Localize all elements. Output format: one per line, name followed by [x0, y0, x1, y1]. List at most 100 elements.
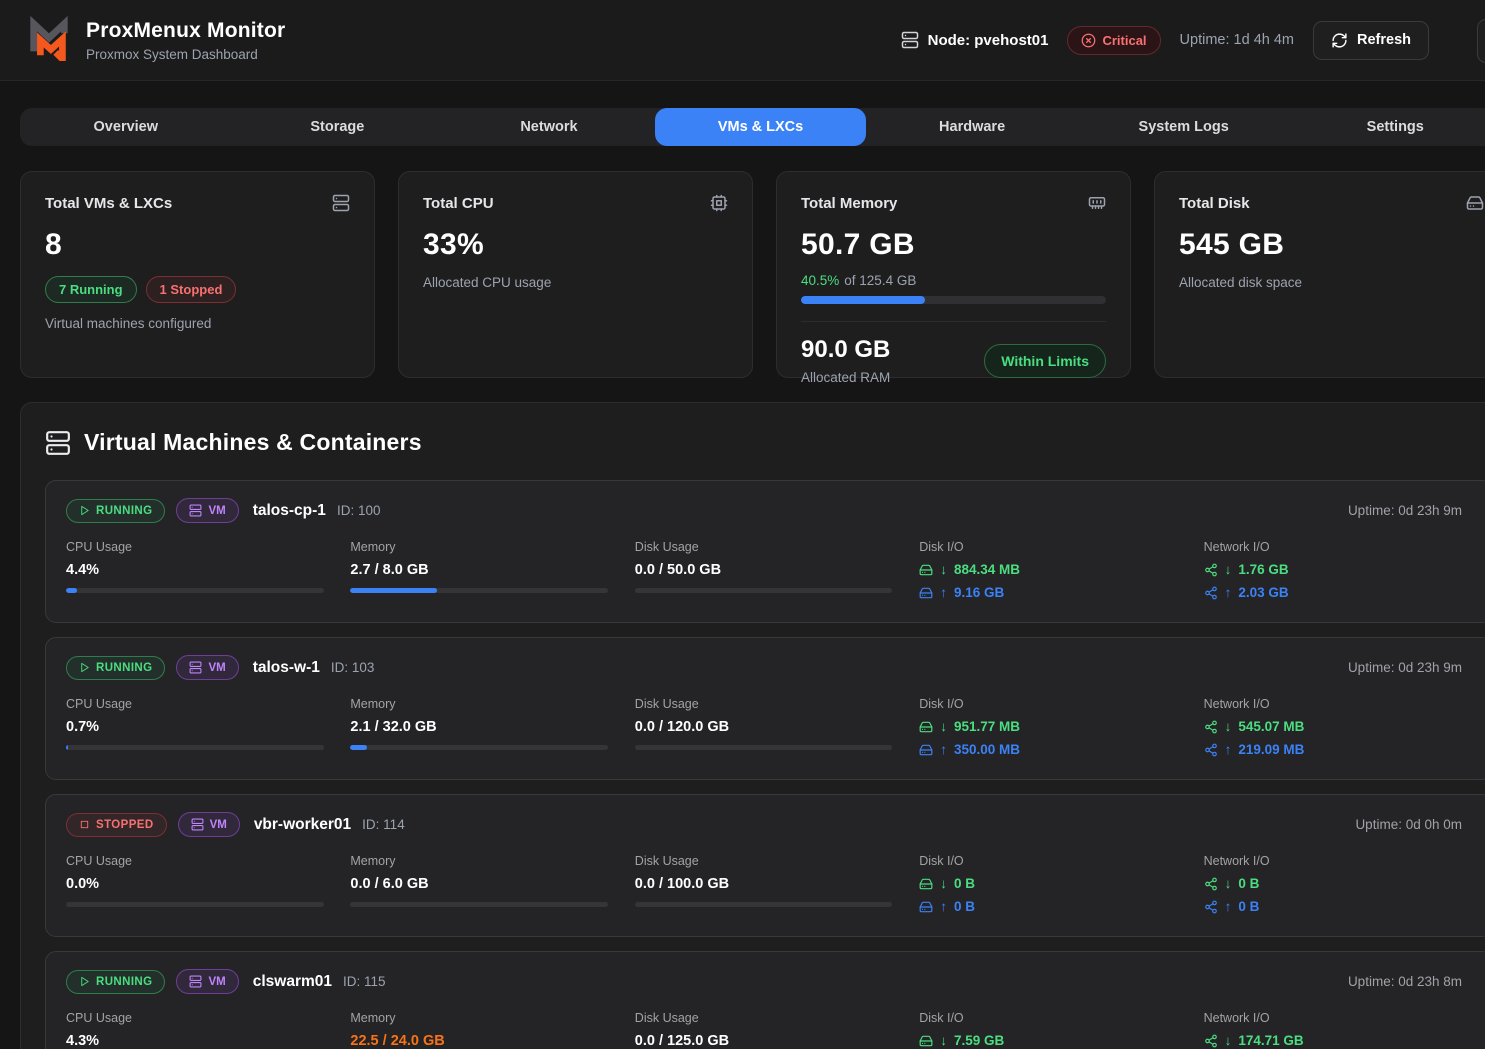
vm-list: RUNNING VM talos-cp-1 ID: 100 Uptime: 0d…: [45, 480, 1485, 1049]
card-description: Allocated disk space: [1179, 275, 1484, 290]
memory-progress-bar: [350, 745, 608, 750]
arrow-up-icon: ↑: [940, 585, 947, 600]
arrow-down-icon: ↓: [940, 876, 947, 891]
memory-progress-bar: [350, 902, 608, 907]
running-badge: 7 Running: [45, 276, 137, 303]
arrow-down-icon: ↓: [1225, 719, 1232, 734]
hard-drive-icon: [919, 900, 933, 914]
arrow-down-icon: ↓: [940, 1033, 947, 1048]
server-icon: [189, 504, 202, 517]
arrow-up-icon: ↑: [1225, 899, 1232, 914]
network-in-value: ↓ 545.07 MB: [1204, 719, 1472, 734]
hard-drive-icon: [1466, 194, 1484, 212]
cpu-icon: [710, 194, 728, 212]
memory-metric: Memory 22.5 / 24.0 GB: [350, 1011, 618, 1049]
refresh-button[interactable]: Refresh: [1313, 21, 1429, 60]
play-icon: [79, 662, 90, 673]
memory-progress-bar: [350, 588, 608, 593]
total-cpu-value: 33%: [423, 228, 728, 262]
disk-io-metric: Disk I/O ↓ 951.77 MB ↑ 350.00 MB: [919, 697, 1187, 757]
stat-cards-row: Total VMs & LXCs 8 7 Running 1 Stopped V…: [20, 171, 1485, 378]
cpu-progress-bar: [66, 745, 324, 750]
network-io-metric: Network I/O ↓ 0 B ↑ 0 B: [1204, 854, 1472, 914]
card-title: Total Memory: [801, 195, 897, 212]
server-icon: [189, 975, 202, 988]
network-in-value: ↓ 0 B: [1204, 876, 1472, 891]
arrow-down-icon: ↓: [1225, 562, 1232, 577]
disk-io-metric: Disk I/O ↓ 884.34 MB ↑ 9.16 GB: [919, 540, 1187, 600]
vm-uptime: Uptime: 0d 23h 9m: [1348, 503, 1472, 518]
server-icon: [45, 430, 71, 456]
hard-drive-icon: [919, 563, 933, 577]
vm-uptime: Uptime: 0d 23h 9m: [1348, 660, 1472, 675]
tab-hardware[interactable]: Hardware: [866, 108, 1078, 146]
tab-vms-lxcs[interactable]: VMs & LXCs: [655, 108, 867, 146]
app-logo: [26, 15, 72, 66]
vm-type-badge: VM: [176, 969, 238, 994]
cpu-progress-bar: [66, 588, 324, 593]
arrow-up-icon: ↑: [940, 742, 947, 757]
settings-button[interactable]: [1477, 19, 1485, 63]
vm-type-badge: VM: [178, 812, 240, 837]
total-vms-value: 8: [45, 228, 350, 262]
tab-storage[interactable]: Storage: [232, 108, 444, 146]
play-icon: [79, 976, 90, 987]
x-circle-icon: [1081, 33, 1096, 48]
hard-drive-icon: [919, 720, 933, 734]
tab-settings[interactable]: Settings: [1289, 108, 1485, 146]
total-disk-value: 545 GB: [1179, 228, 1484, 262]
disk-write-value: ↑ 350.00 MB: [919, 742, 1187, 757]
network-icon: [1204, 877, 1218, 891]
vm-row: RUNNING VM clswarm01 ID: 115 Uptime: 0d …: [45, 951, 1485, 1049]
disk-progress-bar: [635, 902, 893, 907]
hard-drive-icon: [919, 586, 933, 600]
vm-name: talos-cp-1: [253, 502, 326, 520]
disk-usage-metric: Disk Usage 0.0 / 125.0 GB: [635, 1011, 903, 1049]
network-out-value: ↑ 219.09 MB: [1204, 742, 1472, 757]
node-indicator: Node: pvehost01: [901, 31, 1049, 49]
vm-uptime: Uptime: 0d 0h 0m: [1355, 817, 1472, 832]
total-vms-card: Total VMs & LXCs 8 7 Running 1 Stopped V…: [20, 171, 375, 378]
vm-status-badge: STOPPED: [66, 813, 167, 837]
server-icon: [901, 31, 919, 49]
vm-name: vbr-worker01: [254, 816, 351, 834]
arrow-down-icon: ↓: [940, 562, 947, 577]
server-icon: [332, 194, 350, 212]
arrow-up-icon: ↑: [1225, 742, 1232, 757]
card-title: Total VMs & LXCs: [45, 195, 172, 212]
arrow-down-icon: ↓: [1225, 876, 1232, 891]
vm-name: talos-w-1: [253, 659, 320, 677]
section-title: Virtual Machines & Containers: [84, 429, 422, 456]
tab-system-logs[interactable]: System Logs: [1078, 108, 1290, 146]
vm-id: ID: 115: [343, 974, 386, 989]
vm-name: clswarm01: [253, 973, 332, 991]
card-title: Total CPU: [423, 195, 494, 212]
network-icon: [1204, 1034, 1218, 1048]
cpu-usage-metric: CPU Usage 0.0%: [66, 854, 334, 914]
allocated-ram-label: Allocated RAM: [801, 370, 890, 385]
network-in-value: ↓ 1.76 GB: [1204, 562, 1472, 577]
vm-status-badge: RUNNING: [66, 970, 165, 994]
stop-icon: [79, 819, 90, 830]
network-icon: [1204, 586, 1218, 600]
hard-drive-icon: [919, 877, 933, 891]
arrow-down-icon: ↓: [940, 719, 947, 734]
hard-drive-icon: [919, 743, 933, 757]
vm-row: RUNNING VM talos-w-1 ID: 103 Uptime: 0d …: [45, 637, 1485, 780]
card-description: Virtual machines configured: [45, 316, 350, 331]
network-icon: [1204, 743, 1218, 757]
status-badge: Critical: [1067, 26, 1160, 55]
tab-overview[interactable]: Overview: [20, 108, 232, 146]
disk-read-value: ↓ 7.59 GB: [919, 1033, 1187, 1048]
allocated-ram-value: 90.0 GB: [801, 336, 890, 364]
vm-type-badge: VM: [176, 655, 238, 680]
tab-network[interactable]: Network: [443, 108, 655, 146]
memory-metric: Memory 0.0 / 6.0 GB: [350, 854, 618, 914]
disk-io-metric: Disk I/O ↓ 7.59 GB ↑ 290.10 GB: [919, 1011, 1187, 1049]
play-icon: [79, 505, 90, 516]
cpu-progress-bar: [66, 902, 324, 907]
total-cpu-card: Total CPU 33% Allocated CPU usage: [398, 171, 753, 378]
arrow-down-icon: ↓: [1225, 1033, 1232, 1048]
network-io-metric: Network I/O ↓ 1.76 GB ↑ 2.03 GB: [1204, 540, 1472, 600]
network-in-value: ↓ 174.71 GB: [1204, 1033, 1472, 1048]
